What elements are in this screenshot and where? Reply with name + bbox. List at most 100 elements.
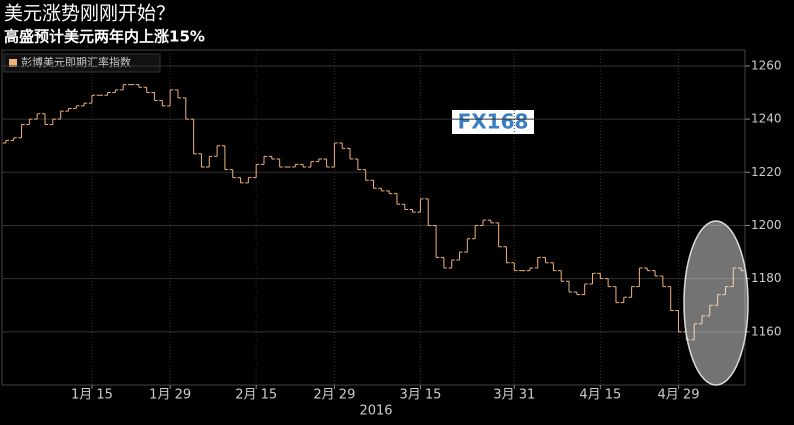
ohlc-bar bbox=[213, 145, 221, 157]
legend-box bbox=[3, 53, 161, 73]
ohlc-bar bbox=[229, 169, 236, 179]
ohlc-bar bbox=[237, 177, 244, 184]
ohlc-bar bbox=[417, 198, 424, 213]
ohlc-bar bbox=[550, 262, 557, 272]
ohlc-bar bbox=[315, 158, 322, 163]
ohlc-bar bbox=[41, 113, 49, 125]
ohlc-bar bbox=[362, 169, 369, 181]
ohlc-bar bbox=[691, 323, 698, 341]
ohlc-bar bbox=[206, 155, 213, 168]
ohlc-bar bbox=[503, 246, 510, 264]
ohlc-bar bbox=[440, 256, 448, 269]
ohlc-bar bbox=[589, 272, 596, 285]
ohlc-bar bbox=[370, 179, 377, 189]
ohlc-bar bbox=[198, 153, 205, 168]
ohlc-bar bbox=[221, 145, 229, 171]
ohlc-bar bbox=[565, 280, 573, 293]
ohlc-bar bbox=[159, 100, 166, 107]
ohlc-bar bbox=[495, 222, 502, 248]
ohlc-bar bbox=[339, 142, 346, 149]
legend: 彭博美元即期汇率指数 bbox=[3, 53, 161, 73]
watermark-text: FX168 bbox=[458, 110, 529, 134]
y-tick-label: 1200 bbox=[751, 218, 782, 232]
ohlc-bar bbox=[667, 286, 674, 312]
ohlc-bar bbox=[331, 142, 338, 168]
x-axis-label: 2016 bbox=[359, 404, 392, 419]
ohlc-bar bbox=[260, 155, 268, 165]
ohlc-bar bbox=[346, 147, 354, 160]
x-tick-label: 3月 15 bbox=[399, 388, 441, 403]
legend-label: 彭博美元即期汇率指数 bbox=[21, 55, 131, 69]
y-tick-label: 1220 bbox=[751, 165, 782, 179]
ohlc-bar bbox=[730, 267, 737, 288]
ohlc-bar bbox=[425, 198, 432, 226]
ohlc-bar bbox=[65, 107, 72, 112]
x-tick-label: 1月 15 bbox=[71, 388, 113, 403]
y-tick-label: 1160 bbox=[751, 324, 782, 338]
y-tick-label: 1240 bbox=[751, 112, 782, 126]
ohlc-bar bbox=[120, 84, 127, 91]
ohlc-bar bbox=[472, 224, 479, 240]
ohlc-bar bbox=[597, 272, 604, 280]
x-tick-label: 3月 31 bbox=[493, 388, 535, 403]
ohlc-bar bbox=[659, 275, 667, 288]
ohlc-bar bbox=[73, 105, 80, 109]
ohlc-bar bbox=[581, 283, 588, 296]
ohlc-bar bbox=[698, 315, 706, 325]
chart-title: 美元涨势刚刚开始？ bbox=[4, 3, 175, 25]
ohlc-bar bbox=[112, 89, 119, 94]
x-tick-label: 4月 15 bbox=[579, 388, 621, 403]
ohlc-bar bbox=[26, 118, 33, 125]
ohlc-bar bbox=[307, 161, 315, 168]
ohlc-bar bbox=[292, 163, 299, 168]
ohlc-bar bbox=[573, 291, 580, 296]
ohlc-bar bbox=[487, 219, 494, 224]
ohlc-bar bbox=[605, 278, 612, 288]
ohlc-bar bbox=[526, 267, 534, 272]
ohlc-bar bbox=[651, 270, 659, 277]
ohlc-bar bbox=[464, 238, 471, 253]
watermark-box bbox=[452, 110, 534, 134]
ohlc-bar bbox=[620, 296, 627, 304]
ohlc-bar bbox=[378, 187, 385, 192]
ohlc-bar bbox=[151, 92, 158, 102]
ohlc-bar bbox=[276, 158, 283, 168]
ohlc-bar bbox=[542, 256, 549, 264]
plot-frame bbox=[1, 49, 746, 386]
ohlc-bar bbox=[511, 262, 518, 272]
legend-swatch bbox=[9, 59, 17, 67]
x-tick-label: 1月 29 bbox=[149, 388, 191, 403]
ohlc-bar bbox=[706, 304, 713, 317]
ohlc-bar bbox=[104, 92, 111, 96]
ohlc-bar bbox=[323, 158, 330, 168]
ohlc-bar bbox=[57, 110, 64, 120]
x-tick-label: 2月 29 bbox=[313, 388, 355, 403]
ohlc-bar bbox=[268, 155, 275, 160]
ohlc-bar bbox=[190, 118, 197, 155]
ohlc-bar bbox=[245, 177, 252, 184]
ohlc-bar bbox=[354, 158, 361, 171]
ohlc-bar bbox=[714, 294, 721, 306]
ohlc-bar bbox=[2, 139, 10, 144]
ohlc-bar bbox=[675, 310, 682, 333]
x-tick-label: 4月 29 bbox=[658, 388, 700, 403]
watermark: FX168 bbox=[452, 110, 534, 134]
y-tick-label: 1180 bbox=[751, 271, 782, 285]
ohlc-bar bbox=[558, 270, 565, 282]
y-tick-label: 1260 bbox=[751, 58, 782, 72]
chart-subtitle: 高盛预计美元两年内上涨15% bbox=[4, 28, 205, 46]
highlight-ellipse bbox=[683, 220, 749, 386]
ohlc-bar bbox=[135, 84, 142, 88]
ohlc-bar bbox=[10, 137, 17, 141]
ohlc-bar bbox=[534, 256, 541, 269]
x-tick-label: 2月 15 bbox=[235, 388, 277, 403]
ohlc-bar bbox=[167, 89, 174, 107]
ohlc-bar bbox=[612, 286, 620, 304]
ohlc-bar bbox=[88, 94, 96, 104]
ohlc-bar bbox=[393, 193, 401, 205]
ohlc-bar bbox=[456, 251, 463, 261]
ohlc-bar bbox=[722, 286, 729, 296]
ohlc-bar bbox=[644, 267, 651, 272]
ohlc-bar bbox=[409, 209, 416, 213]
